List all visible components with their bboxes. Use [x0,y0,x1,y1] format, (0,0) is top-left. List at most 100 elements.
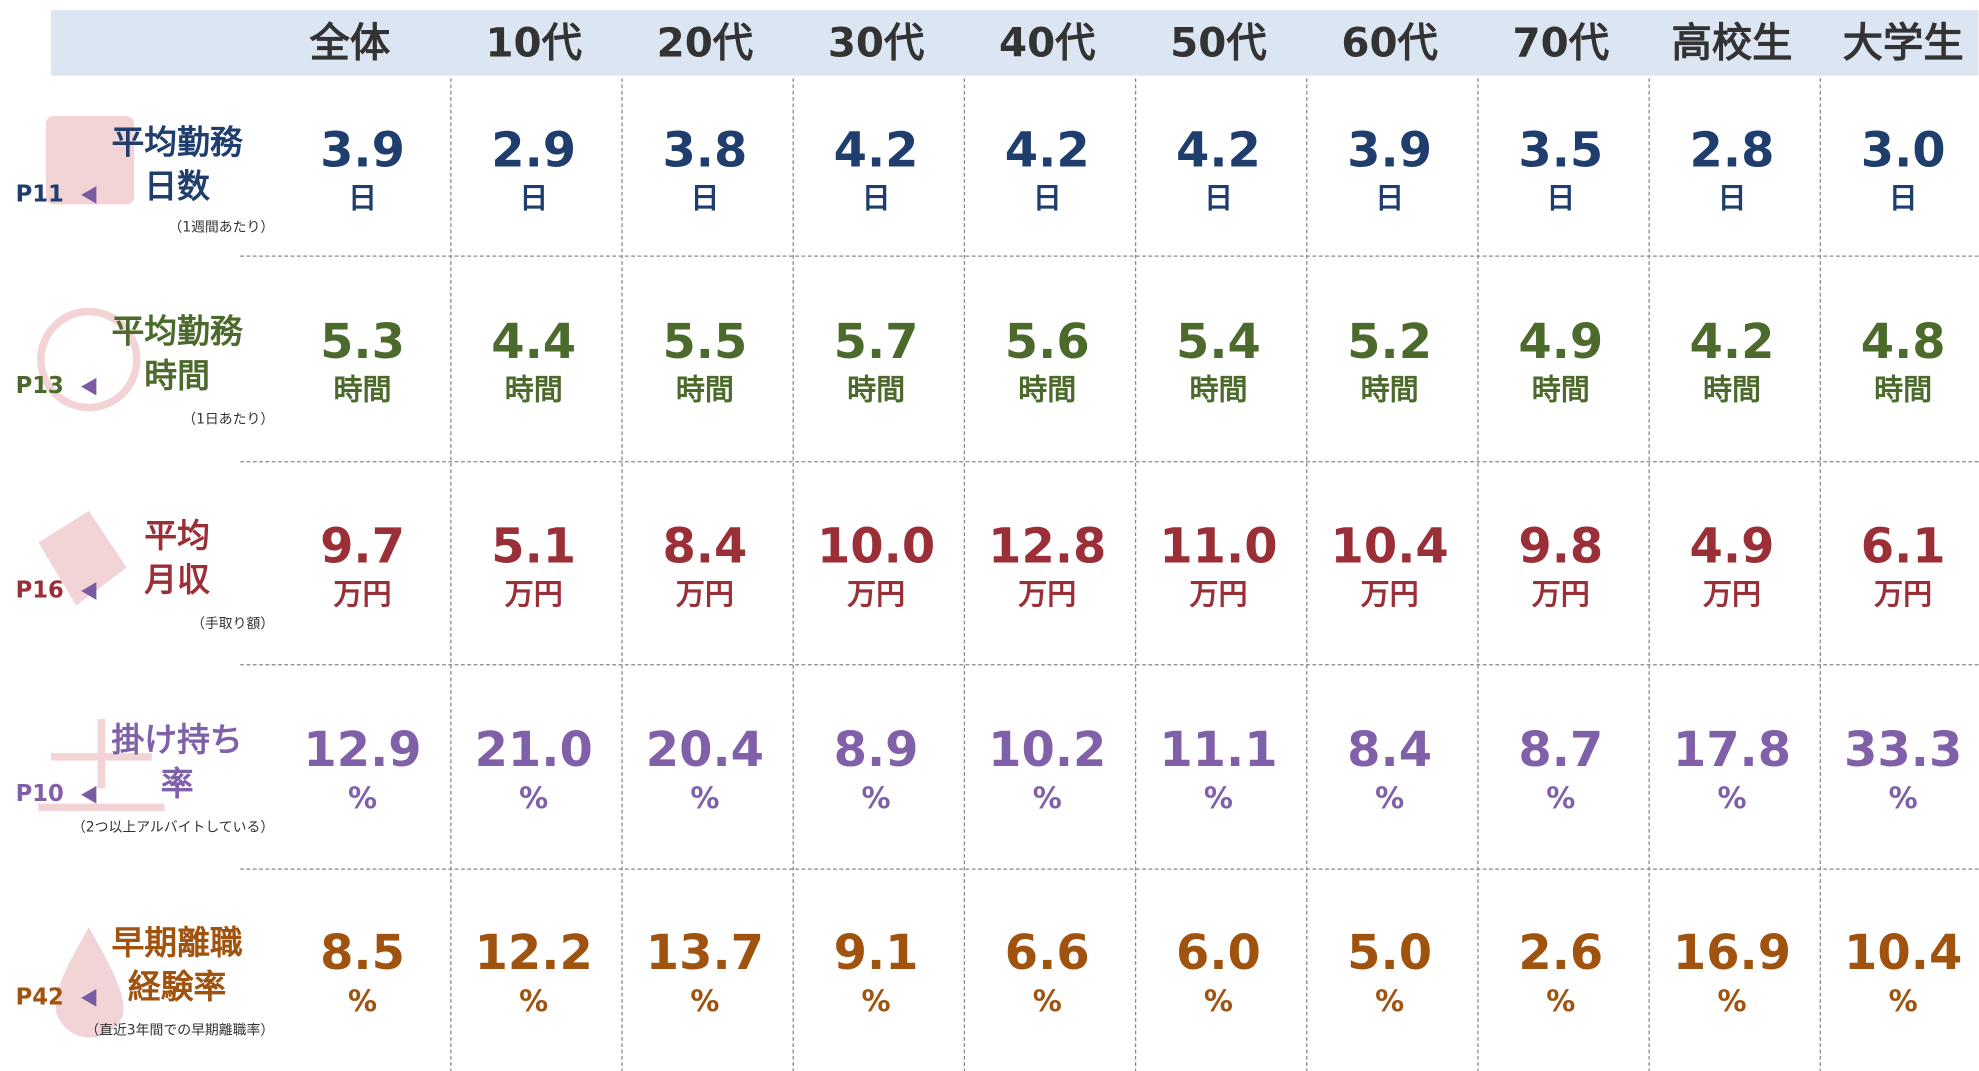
cell-value: 6.6 [1005,926,1090,981]
cell-unit: 万円 [847,577,905,611]
cell-unit: % [1717,984,1746,1018]
cell-unit: 万円 [1361,577,1419,611]
row-label: 早期離職 [112,924,243,962]
cell-value: 4.2 [1690,315,1775,370]
cell-value: 8.5 [320,926,405,981]
cell-value: 11.1 [1159,723,1277,778]
row-label: 時間 [144,357,210,395]
cell-unit: 日 [862,181,891,215]
page-ref: P13 [16,373,64,399]
row-label: 経験率 [128,968,226,1006]
cell-value: 12.9 [303,723,421,778]
cell-unit: % [1033,984,1062,1018]
cell-unit: 万円 [1532,577,1590,611]
page-ref: P42 [16,984,64,1010]
cell-unit: % [1204,984,1233,1018]
cell-unit: 時間 [676,373,734,407]
cell-value: 10.4 [1844,926,1962,981]
page-arrow [81,785,97,804]
icon [55,927,124,1038]
column-header: 高校生 [1671,19,1792,66]
cell-value: 4.9 [1690,519,1775,574]
cell-value: 5.5 [662,315,747,370]
cell-unit: 時間 [1189,373,1247,407]
cell-value: 20.4 [646,723,764,778]
cell-unit: % [1033,781,1062,815]
row-label: 月収 [144,561,210,599]
cell-unit: % [862,984,891,1018]
cell-value: 10.0 [817,519,935,574]
cell-value: 9.7 [320,519,405,574]
cell-unit: % [1204,781,1233,815]
icon [38,719,165,812]
cell-unit: 万円 [1018,577,1076,611]
cell-value: 10.2 [988,723,1106,778]
cell-unit: % [1717,781,1746,815]
cell-unit: 日 [1546,181,1575,215]
cell-value: 2.8 [1690,123,1775,178]
cell-value: 4.2 [1176,123,1261,178]
cell-unit: 時間 [505,373,563,407]
cell-value: 21.0 [475,723,593,778]
column-header: 30代 [828,19,925,66]
cell-value: 2.9 [491,123,576,178]
cell-value: 3.8 [662,123,747,178]
column-header: 10代 [485,19,582,66]
cell-value: 5.2 [1347,315,1432,370]
cell-unit: 日 [1204,181,1233,215]
cell-unit: 日 [1033,181,1062,215]
cell-value: 5.3 [320,315,405,370]
cell-unit: % [519,781,548,815]
cell-value: 4.9 [1518,315,1603,370]
row-label: 平均勤務 [112,313,244,351]
row-label: 平均勤務 [112,123,244,161]
cell-unit: 日 [1889,181,1918,215]
column-header: 全体 [309,19,391,66]
cell-unit: % [519,984,548,1018]
row-note: （1日あたり） [182,411,274,427]
cell-value: 3.0 [1861,123,1946,178]
cell-unit: 日 [519,181,548,215]
cell-unit: 万円 [676,577,734,611]
cell-value: 5.4 [1176,315,1261,370]
page-ref: P11 [16,181,64,207]
icon [37,307,141,412]
cell-unit: % [348,984,377,1018]
cell-unit: % [348,781,377,815]
cell-value: 5.0 [1347,926,1432,981]
cell-value: 17.8 [1673,723,1791,778]
column-header: 70代 [1513,19,1610,66]
cell-value: 5.1 [491,519,576,574]
page-arrow [81,989,97,1007]
cell-value: 3.9 [320,123,405,178]
column-header: 20代 [657,19,754,66]
cell-unit: % [1375,781,1404,815]
page-ref: P10 [16,781,64,807]
cell-unit: % [1889,781,1918,815]
icon [38,510,127,606]
cell-value: 12.8 [988,519,1106,574]
row-label: 日数 [144,168,210,206]
column-header: 大学生 [1843,19,1964,66]
cell-unit: 万円 [505,577,563,611]
column-header: 60代 [1341,19,1438,66]
page-arrow [81,186,97,204]
row-label: 掛け持ち [112,721,243,759]
cell-value: 9.1 [834,926,919,981]
cell-unit: 時間 [1532,373,1590,407]
cell-value: 11.0 [1159,519,1277,574]
cell-value: 5.7 [834,315,919,370]
cell-value: 8.4 [662,519,747,574]
cell-value: 2.6 [1518,926,1603,981]
cell-value: 6.0 [1176,926,1261,981]
page-arrow [81,582,97,600]
page-arrow [81,377,97,396]
cell-unit: 日 [1375,181,1404,215]
cell-value: 10.4 [1331,519,1449,574]
cell-unit: 時間 [847,373,905,407]
row-note: （直近3年間での早期離職率） [85,1022,274,1039]
cell-value: 8.9 [834,723,919,778]
cell-unit: % [690,781,719,815]
cell-unit: 時間 [1874,373,1932,407]
